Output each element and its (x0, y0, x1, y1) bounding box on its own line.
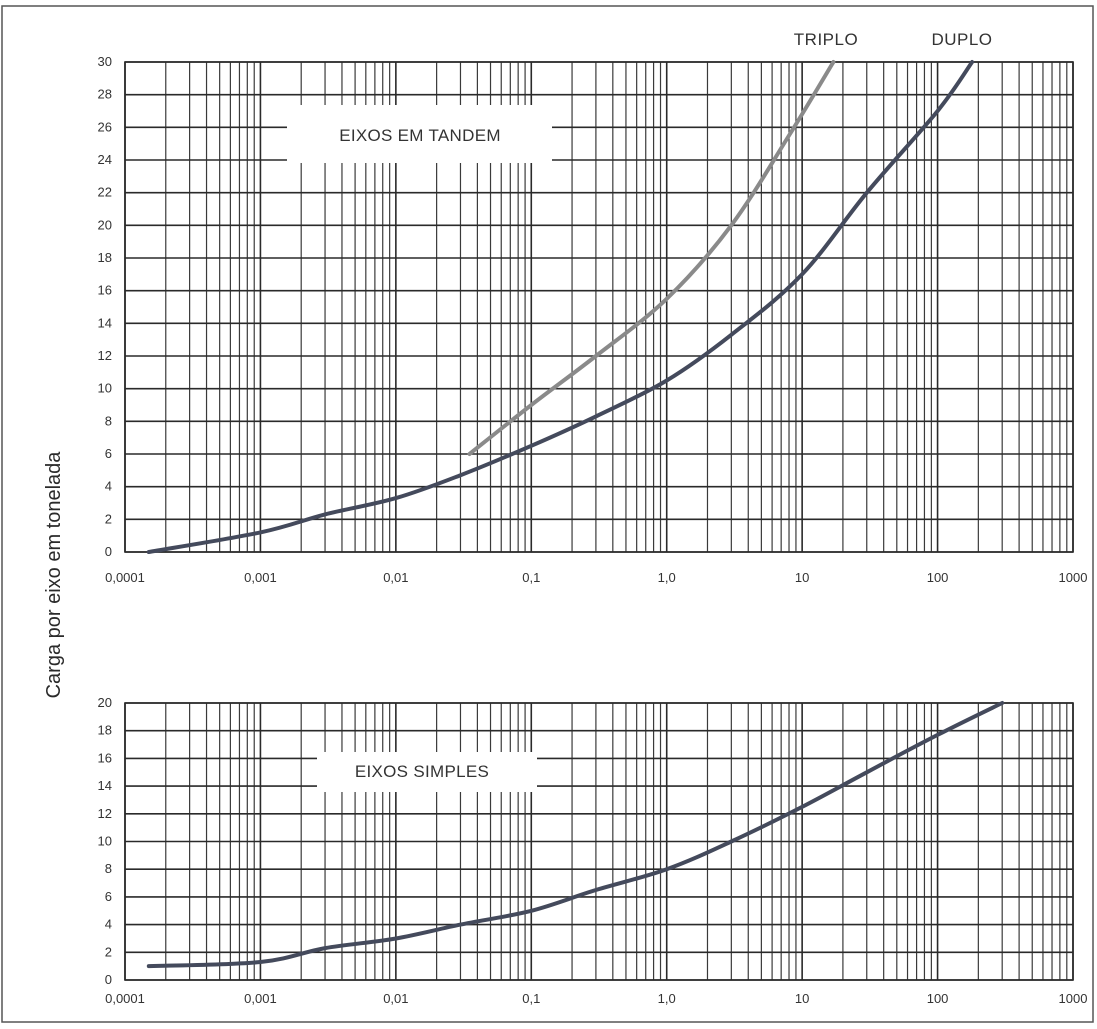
y-tick-label: 18 (98, 723, 112, 738)
x-tick-label: 100 (927, 570, 949, 585)
y-tick-label: 14 (98, 778, 112, 793)
x-tick-label: 1,0 (658, 991, 676, 1006)
y-tick-label: 22 (98, 185, 112, 200)
x-tick-labels: 0,0001 0,001 0,01 0,1 1,0 10 100 1000 (105, 991, 1087, 1006)
curves (146, 701, 1005, 969)
x-tick-label: 0,0001 (105, 570, 145, 585)
y-tick-label: 2 (105, 511, 112, 526)
y-tick-label: 12 (98, 348, 112, 363)
y-tick-label: 0 (105, 972, 112, 987)
y-tick-label: 26 (98, 119, 112, 134)
x-tick-label: 0,0001 (105, 991, 145, 1006)
y-tick-label: 6 (105, 889, 112, 904)
x-tick-label: 0,001 (244, 570, 277, 585)
box-label-group: EIXOS EM TANDEM (287, 105, 552, 163)
series-label-triplo: TRIPLO (794, 30, 858, 49)
x-tick-label: 1000 (1059, 991, 1088, 1006)
x-tick-label: 10 (795, 570, 809, 585)
series-line-duplo (146, 60, 975, 554)
x-tick-label: 0,01 (383, 991, 408, 1006)
series-line-triplo (467, 60, 836, 456)
y-tick-label: 20 (98, 695, 112, 710)
y-tick-label: 24 (98, 152, 112, 167)
y-tick-label: 6 (105, 446, 112, 461)
y-tick-label: 10 (98, 834, 112, 849)
y-tick-label: 2 (105, 944, 112, 959)
y-tick-label: 30 (98, 54, 112, 69)
page-border (1, 5, 1094, 1023)
y-tick-label: 0 (105, 544, 112, 559)
x-tick-label: 10 (795, 991, 809, 1006)
series-label-duplo: DUPLO (931, 30, 992, 49)
series-labels: TRIPLO DUPLO (794, 30, 992, 49)
y-tick-label: 14 (98, 315, 112, 330)
x-tick-label: 0,1 (522, 991, 540, 1006)
y-tick-label: 10 (98, 381, 112, 396)
y-tick-label: 4 (105, 917, 112, 932)
box-label-background (287, 105, 552, 163)
x-tick-label: 100 (927, 991, 949, 1006)
x-tick-label: 0,1 (522, 570, 540, 585)
x-tick-label: 1000 (1059, 570, 1088, 585)
x-tick-labels: 0,0001 0,001 0,01 0,1 1,0 10 100 1000 (105, 570, 1087, 585)
y-axis-label: Carga por eixo em tonelada (43, 451, 65, 699)
x-tick-label: 0,01 (383, 570, 408, 585)
y-tick-label: 16 (98, 283, 112, 298)
box-label-background (317, 752, 537, 792)
x-tick-label: 0,001 (244, 991, 277, 1006)
box-label: EIXOS SIMPLES (355, 762, 489, 781)
box-label: EIXOS EM TANDEM (339, 126, 501, 145)
y-tick-label: 12 (98, 806, 112, 821)
y-tick-label: 4 (105, 479, 112, 494)
series-line (146, 701, 1005, 969)
y-tick-label: 28 (98, 87, 112, 102)
y-tick-label: 16 (98, 750, 112, 765)
y-tick-label: 18 (98, 250, 112, 265)
x-tick-label: 1,0 (658, 570, 676, 585)
major-grid (124, 702, 1074, 981)
y-tick-label: 8 (105, 413, 112, 428)
y-tick-label: 20 (98, 217, 112, 232)
plot-frame (124, 702, 1074, 981)
y-tick-label: 8 (105, 861, 112, 876)
curves (146, 60, 975, 554)
box-label-group: EIXOS SIMPLES (317, 752, 537, 792)
plot-frame (124, 61, 1074, 553)
major-grid (124, 61, 1074, 553)
